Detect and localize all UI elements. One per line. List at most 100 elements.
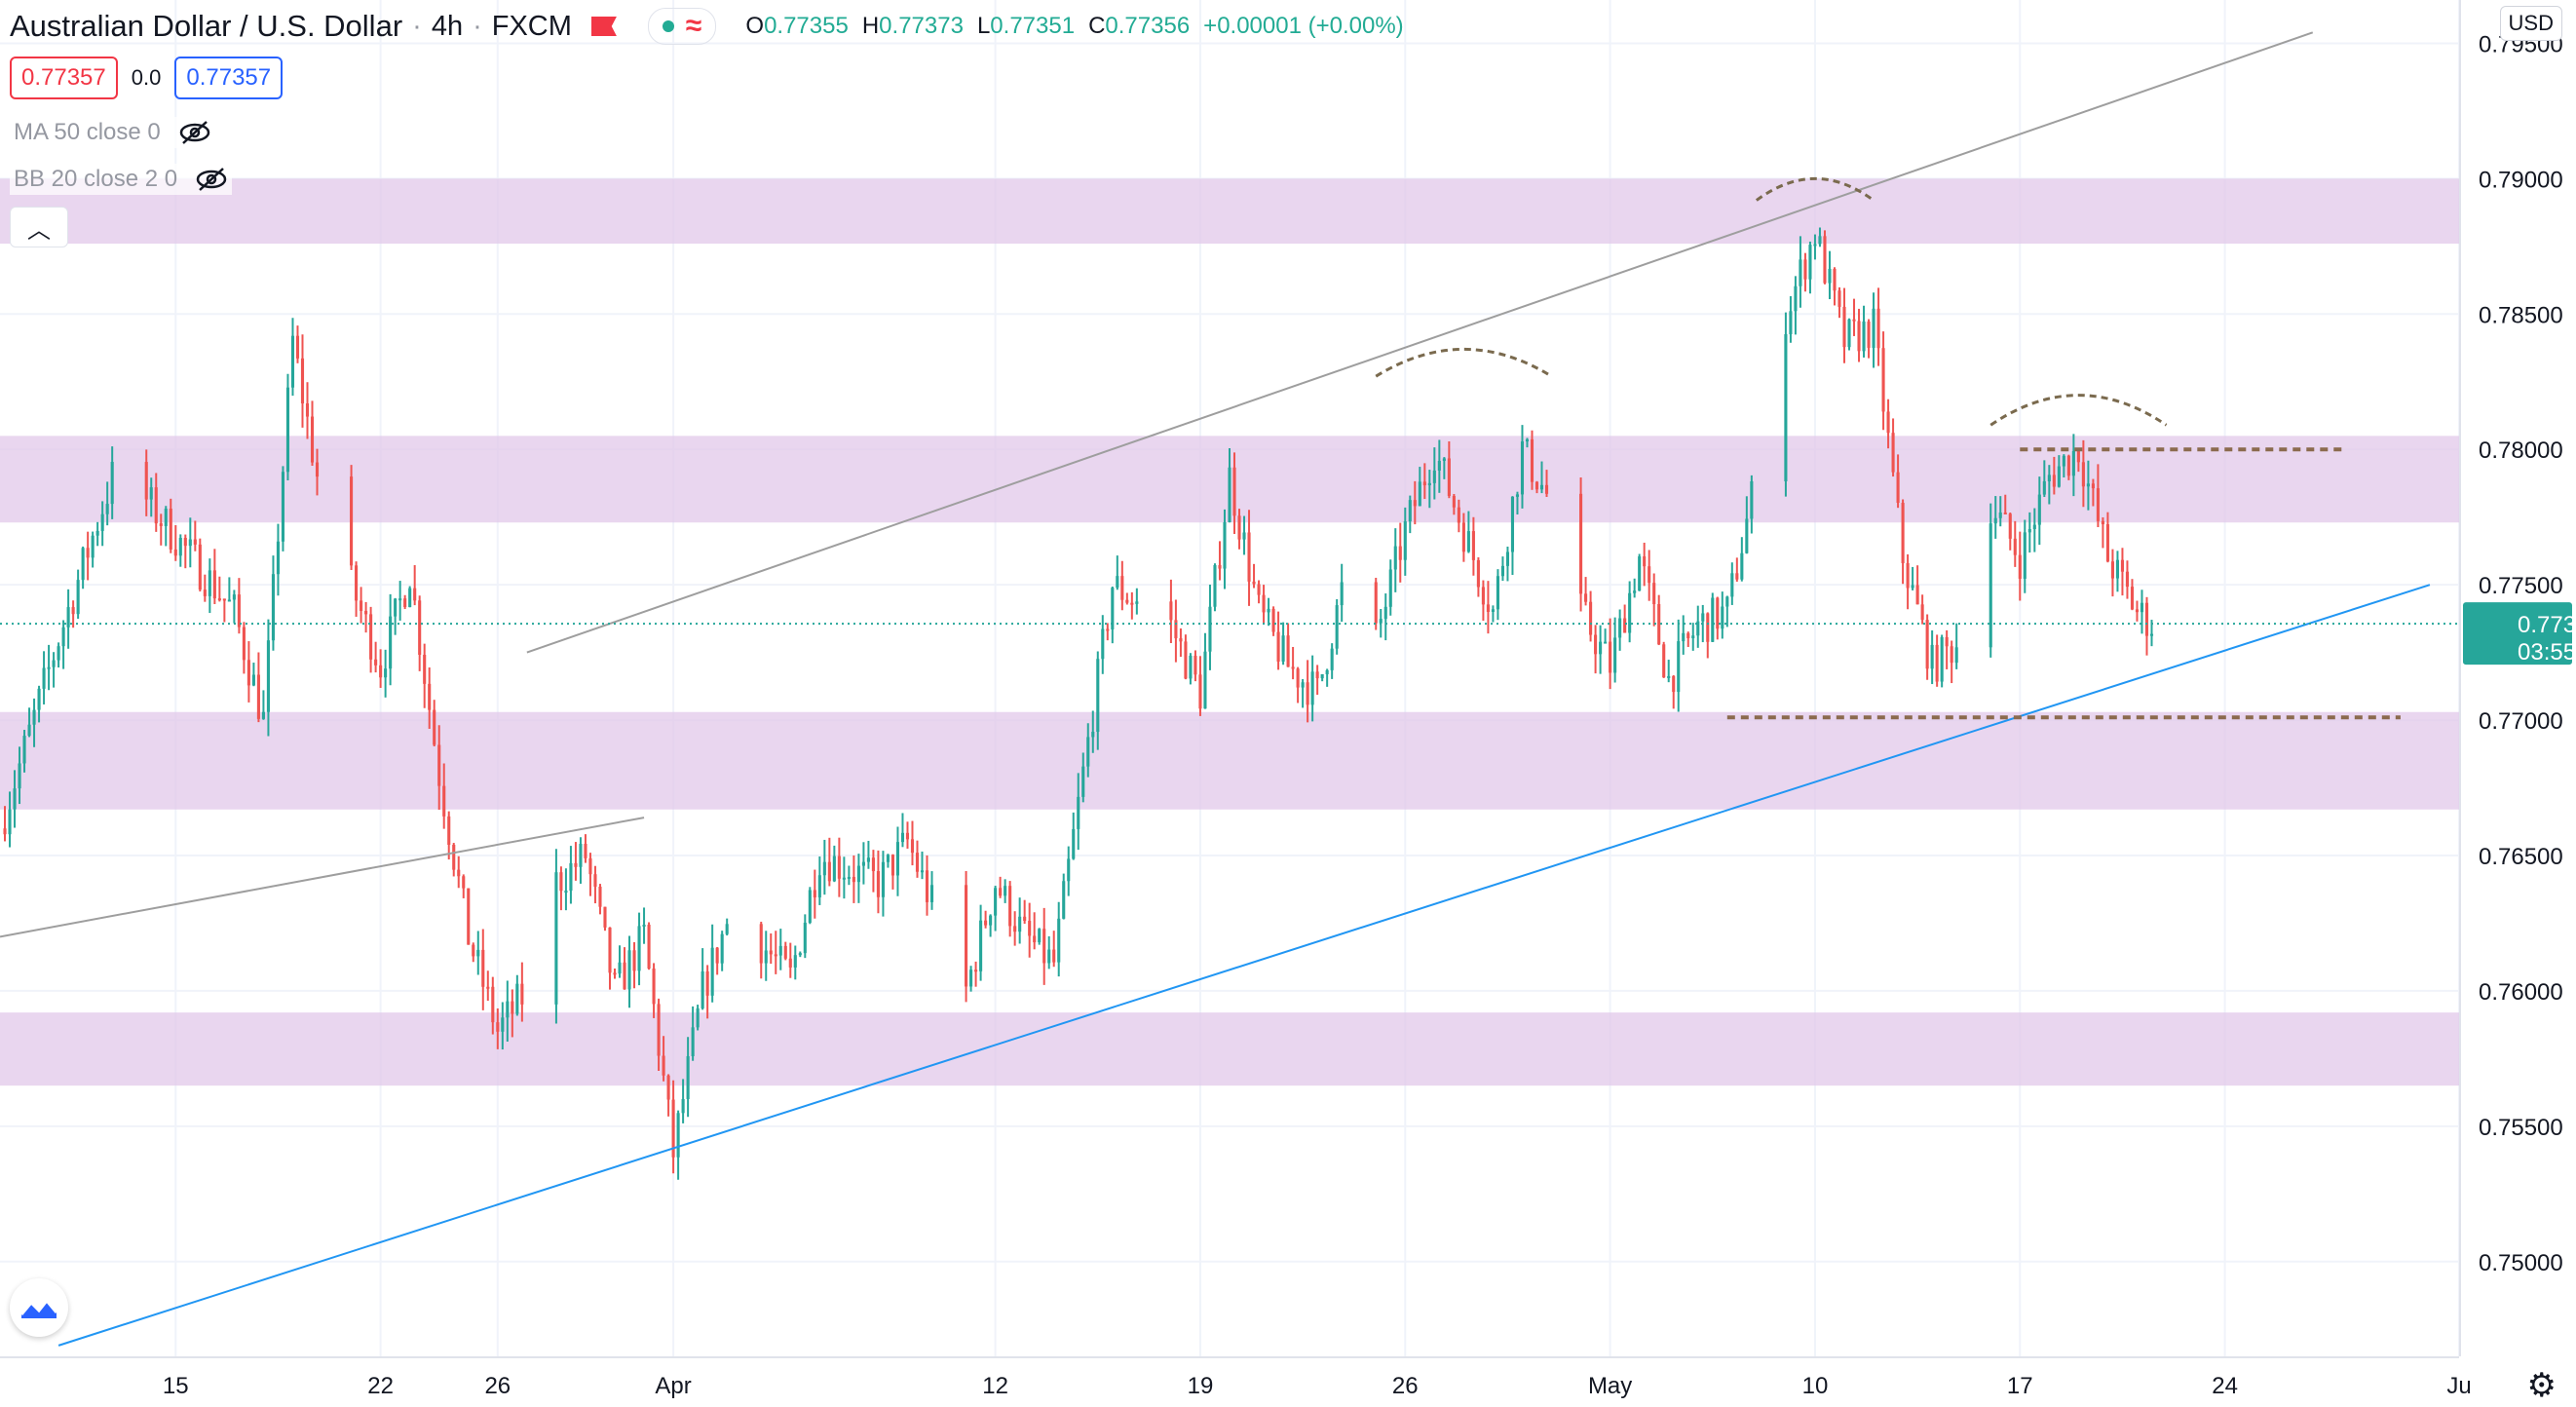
legend-separator-dot: · [473,10,482,42]
candle-body [1320,673,1324,679]
drawings [0,31,2459,1347]
candle-body [403,598,407,608]
collapse-legend-button[interactable]: ︿ [10,207,68,247]
candle-body [1867,321,1871,348]
candle-body [710,947,714,996]
eye-off-icon[interactable] [195,167,228,192]
candle-body [86,548,90,558]
candle-body [232,594,236,600]
spread-value: 0.0 [131,65,162,90]
candle-body [1920,604,1924,621]
candle-body [1706,613,1710,642]
candle-body [2115,559,2119,579]
candle-body [764,950,768,964]
candle-body [989,915,993,926]
candle-body [1725,596,1729,607]
candle-body [159,523,163,526]
candle-body [1028,921,1032,936]
candle-body [61,627,65,647]
candle-body [569,862,573,892]
candle-body [1018,916,1022,932]
price-tick-label: 0.76000 [2479,979,2563,1006]
candle-body [720,933,724,964]
candle-body [413,588,417,601]
candles [3,227,2154,1180]
symbol-title[interactable]: Australian Dollar / U.S. Dollar [10,9,403,43]
buy-price-button[interactable]: 0.77357 [174,57,284,99]
candle-body [881,861,885,897]
candle-body [623,962,626,990]
candle-body [1677,641,1681,693]
candle-body [305,403,310,417]
gear-icon[interactable]: ⚙ [2526,1367,2557,1404]
candle-body [1721,606,1724,629]
candle-body [266,640,270,712]
bar-countdown-label: 03:55:35 [2518,639,2576,665]
candle-body [1638,556,1642,591]
market-status-pill[interactable]: ≈ [647,8,717,45]
candle-body [423,654,427,684]
sell-price-button[interactable]: 0.77357 [10,57,118,99]
currency-button[interactable]: USD [2499,6,2562,41]
candle-body [2062,455,2065,467]
candle-body [374,659,378,665]
candle-body [588,857,592,875]
candle-body [442,785,446,817]
candle-body [1125,599,1129,603]
candle-body [212,570,216,599]
time-tick-label: 22 [367,1373,394,1399]
candle-body [618,962,622,974]
indicator-ma[interactable]: MA 50 close 0 [10,117,215,148]
candle-body [164,509,168,526]
indicator-bb[interactable]: BB 20 close 2 0 [10,164,233,195]
candle-body [506,1001,510,1018]
candle-body [1286,635,1290,667]
candle-body [1530,438,1534,482]
eye-off-icon[interactable] [178,120,211,145]
price-axis-bg [2459,0,2576,1407]
candle-body [384,668,388,678]
interval-label[interactable]: 4h [431,10,464,42]
candle-body [1945,636,1949,647]
candle-body [969,970,973,987]
candle-body [1291,666,1295,669]
candle-body [1657,604,1661,645]
candle-body [1872,308,1875,348]
candle-body [1301,682,1305,688]
candle-body [52,660,56,667]
candle-body [1271,608,1275,632]
candle-body [1784,334,1788,481]
tradingview-logo-icon[interactable] [10,1278,68,1337]
time-tick-label: 10 [1802,1373,1829,1399]
candle-body [1876,308,1880,349]
candle-body [520,983,524,1005]
candle-body [929,885,934,902]
candle-body [476,949,480,957]
candle-body [242,627,246,661]
candle-body [593,874,597,887]
candle-body [1496,576,1499,610]
candle-body [1296,668,1300,688]
candle-body [886,855,890,862]
candle-body [701,970,704,1008]
candle-body [613,972,617,975]
flag-icon[interactable] [590,17,617,36]
candle-body [1935,644,1939,682]
candle-body [798,953,802,956]
sr-zone [0,1012,2459,1086]
candle-body [1623,618,1627,633]
candle-body [310,416,315,463]
symbol-legend[interactable]: Australian Dollar / U.S. Dollar · 4h · F… [10,8,1404,45]
candle-body [47,666,51,669]
candle-body [1745,518,1749,553]
candle-body [793,955,797,968]
candle-body [1267,608,1270,613]
candle-body [696,1008,700,1028]
candle-body [1833,268,1837,291]
candle-body [705,970,709,996]
candle-body [1682,632,1686,642]
candle-body [979,920,983,971]
candle-body [251,674,255,686]
candle-body [1691,635,1695,639]
